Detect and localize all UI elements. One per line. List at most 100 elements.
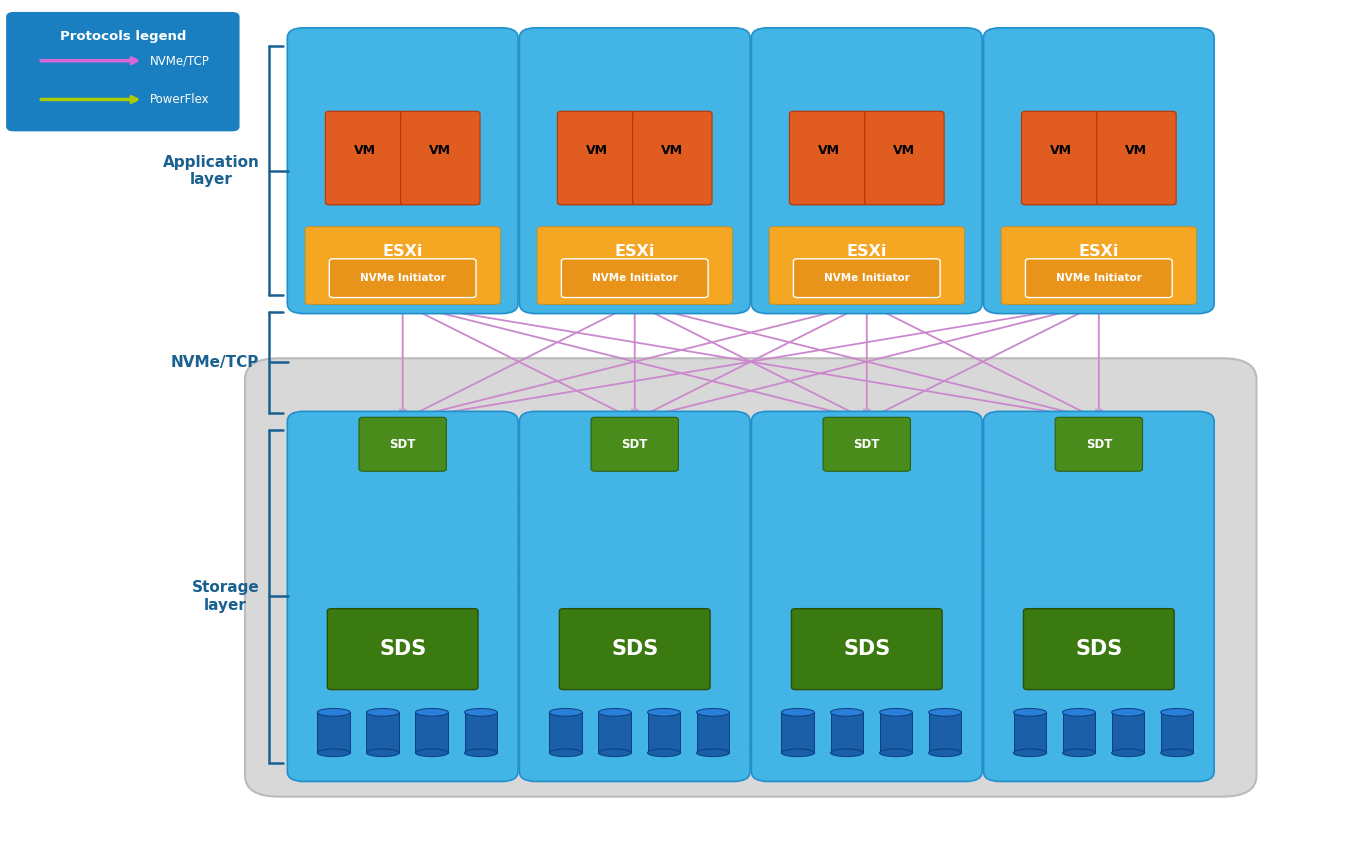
FancyBboxPatch shape [328,609,478,690]
Bar [366,712,399,753]
FancyBboxPatch shape [561,259,708,298]
Ellipse shape [928,749,961,757]
Ellipse shape [598,749,631,757]
FancyBboxPatch shape [287,28,517,314]
Text: VM: VM [1125,144,1148,158]
FancyBboxPatch shape [538,227,732,304]
FancyBboxPatch shape [792,609,942,690]
FancyBboxPatch shape [359,417,446,471]
Text: NVMe/TCP: NVMe/TCP [150,54,210,67]
Text: NVMe Initiator: NVMe Initiator [1057,273,1141,283]
FancyBboxPatch shape [983,28,1215,314]
FancyBboxPatch shape [304,227,500,304]
Ellipse shape [879,708,912,717]
Text: VM: VM [354,144,377,158]
Bar [1062,712,1095,753]
Ellipse shape [830,749,863,757]
Ellipse shape [366,749,399,757]
Ellipse shape [1111,708,1144,717]
Ellipse shape [1160,708,1193,717]
Ellipse shape [415,749,448,757]
Ellipse shape [1014,749,1047,757]
FancyBboxPatch shape [246,358,1257,797]
Bar [928,712,961,753]
FancyBboxPatch shape [1024,609,1174,690]
Text: Storage
layer: Storage layer [191,580,259,613]
Bar [1013,712,1047,753]
Ellipse shape [647,749,680,757]
Ellipse shape [1062,708,1095,717]
FancyBboxPatch shape [287,411,517,781]
Text: SDS: SDS [379,639,426,659]
Text: SDT: SDT [389,438,416,451]
FancyBboxPatch shape [591,417,678,471]
Ellipse shape [830,708,863,717]
FancyBboxPatch shape [560,609,710,690]
Ellipse shape [1111,749,1144,757]
FancyBboxPatch shape [770,227,964,304]
FancyBboxPatch shape [520,28,751,314]
Ellipse shape [781,749,814,757]
Bar [464,712,497,753]
Text: NVMe Initiator: NVMe Initiator [824,273,909,283]
Text: VM: VM [893,144,916,158]
FancyBboxPatch shape [325,111,405,205]
Ellipse shape [464,708,497,717]
FancyBboxPatch shape [1002,227,1196,304]
Bar [647,712,680,753]
Bar [879,712,912,753]
FancyBboxPatch shape [864,111,945,205]
FancyBboxPatch shape [1021,111,1102,205]
FancyBboxPatch shape [557,111,637,205]
Text: SDT: SDT [853,438,880,451]
FancyBboxPatch shape [329,259,476,298]
Text: SDS: SDS [612,639,658,659]
Ellipse shape [366,708,399,717]
FancyBboxPatch shape [632,111,713,205]
Ellipse shape [928,708,961,717]
Bar [1111,712,1144,753]
Text: VM: VM [586,144,609,158]
FancyBboxPatch shape [1055,417,1143,471]
Text: NVMe/TCP: NVMe/TCP [171,355,259,370]
Text: PowerFlex: PowerFlex [698,739,804,757]
FancyBboxPatch shape [793,259,940,298]
Text: VM: VM [1050,144,1073,158]
Ellipse shape [1062,749,1095,757]
FancyBboxPatch shape [789,111,870,205]
Text: VM: VM [661,144,684,158]
Text: VM: VM [429,144,452,158]
Text: Application
layer: Application layer [162,154,259,187]
Ellipse shape [879,749,912,757]
Ellipse shape [317,708,349,717]
FancyBboxPatch shape [1025,259,1173,298]
Text: ESXi: ESXi [614,244,655,260]
FancyBboxPatch shape [751,28,983,314]
Bar [781,712,814,753]
Bar [830,712,863,753]
Text: Protocols legend: Protocols legend [60,30,186,43]
Text: NVMe Initiator: NVMe Initiator [592,273,677,283]
Bar [317,712,349,753]
Text: NVMe Initiator: NVMe Initiator [360,273,445,283]
Ellipse shape [696,708,729,717]
Ellipse shape [549,708,581,717]
Text: VM: VM [818,144,841,158]
Ellipse shape [598,708,631,717]
FancyBboxPatch shape [520,411,751,781]
FancyBboxPatch shape [823,417,910,471]
Ellipse shape [1014,708,1047,717]
Text: SDS: SDS [844,639,890,659]
Ellipse shape [549,749,581,757]
Ellipse shape [781,708,814,717]
FancyBboxPatch shape [1096,111,1177,205]
Bar [549,712,581,753]
Ellipse shape [317,749,349,757]
Ellipse shape [1160,749,1193,757]
Ellipse shape [415,708,448,717]
Ellipse shape [647,708,680,717]
Text: SDS: SDS [1076,639,1122,659]
FancyBboxPatch shape [7,13,239,131]
Text: SDT: SDT [621,438,648,451]
Text: ESXi: ESXi [382,244,423,260]
